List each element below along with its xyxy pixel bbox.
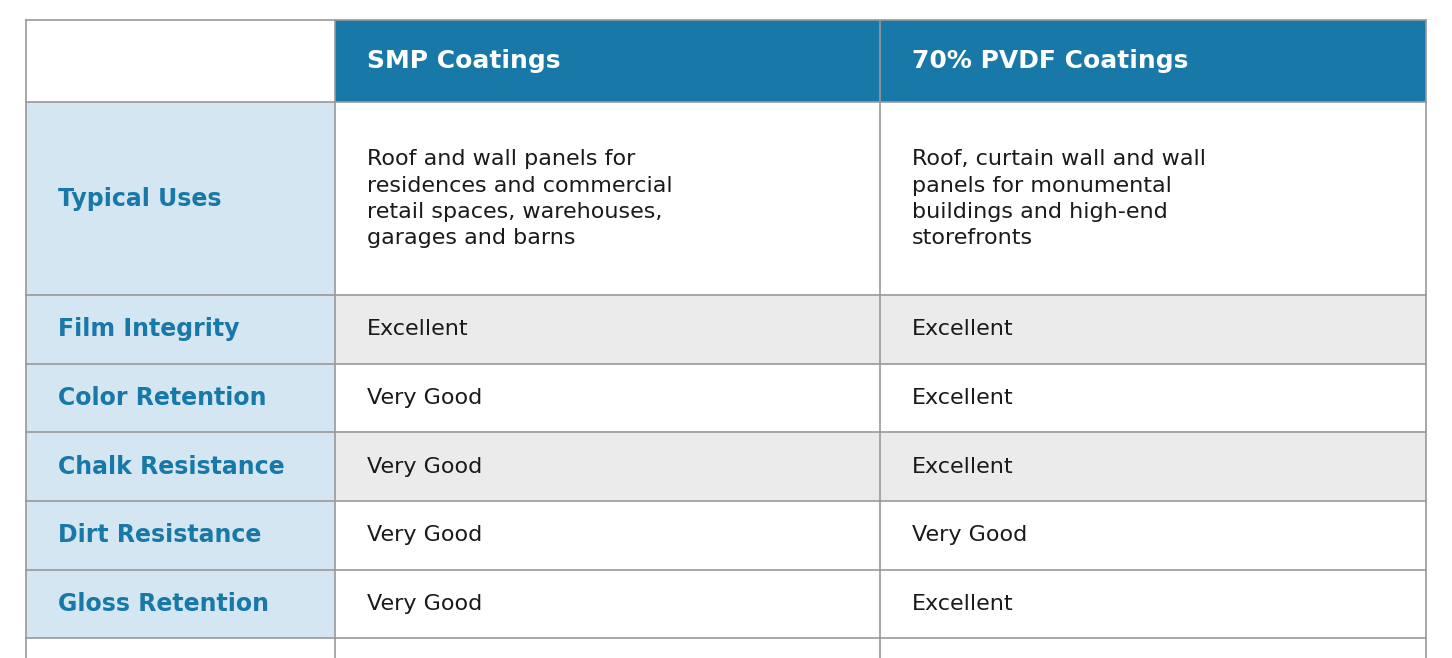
- Bar: [880, 364, 1426, 432]
- Bar: [880, 295, 1426, 364]
- Bar: [26, 501, 334, 570]
- Text: Roof and wall panels for
residences and commercial
retail spaces, warehouses,
ga: Roof and wall panels for residences and …: [366, 149, 672, 249]
- Bar: [334, 364, 880, 432]
- Text: Very Good: Very Good: [366, 457, 482, 476]
- Text: Excellent: Excellent: [912, 388, 1013, 408]
- Bar: [26, 20, 334, 103]
- Text: Color Retention: Color Retention: [58, 386, 267, 410]
- Bar: [26, 570, 334, 638]
- Text: Film Integrity: Film Integrity: [58, 317, 240, 342]
- Text: Roof, curtain wall and wall
panels for monumental
buildings and high-end
storefr: Roof, curtain wall and wall panels for m…: [912, 149, 1207, 249]
- Bar: [26, 295, 334, 364]
- Text: Excellent: Excellent: [366, 320, 468, 340]
- Text: Excellent: Excellent: [912, 594, 1013, 614]
- Text: Excellent: Excellent: [912, 320, 1013, 340]
- Text: SMP Coatings: SMP Coatings: [366, 49, 560, 73]
- Bar: [334, 432, 880, 501]
- Bar: [880, 570, 1426, 638]
- Text: 70% PVDF Coatings: 70% PVDF Coatings: [912, 49, 1189, 73]
- Bar: [880, 20, 1426, 103]
- Bar: [26, 432, 334, 501]
- Bar: [334, 295, 880, 364]
- Text: Very Good: Very Good: [366, 388, 482, 408]
- Text: Dirt Resistance: Dirt Resistance: [58, 523, 261, 547]
- Text: Excellent: Excellent: [912, 457, 1013, 476]
- Text: Chalk Resistance: Chalk Resistance: [58, 455, 285, 479]
- Text: Very Good: Very Good: [366, 525, 482, 545]
- Bar: [334, 103, 880, 295]
- Bar: [880, 103, 1426, 295]
- Bar: [334, 20, 880, 103]
- Bar: [880, 432, 1426, 501]
- Text: Very Good: Very Good: [366, 594, 482, 614]
- Text: Gloss Retention: Gloss Retention: [58, 592, 269, 616]
- Bar: [26, 364, 334, 432]
- Bar: [334, 501, 880, 570]
- Text: Typical Uses: Typical Uses: [58, 187, 222, 211]
- Bar: [880, 501, 1426, 570]
- Bar: [334, 570, 880, 638]
- Bar: [26, 103, 334, 295]
- Text: Very Good: Very Good: [912, 525, 1028, 545]
